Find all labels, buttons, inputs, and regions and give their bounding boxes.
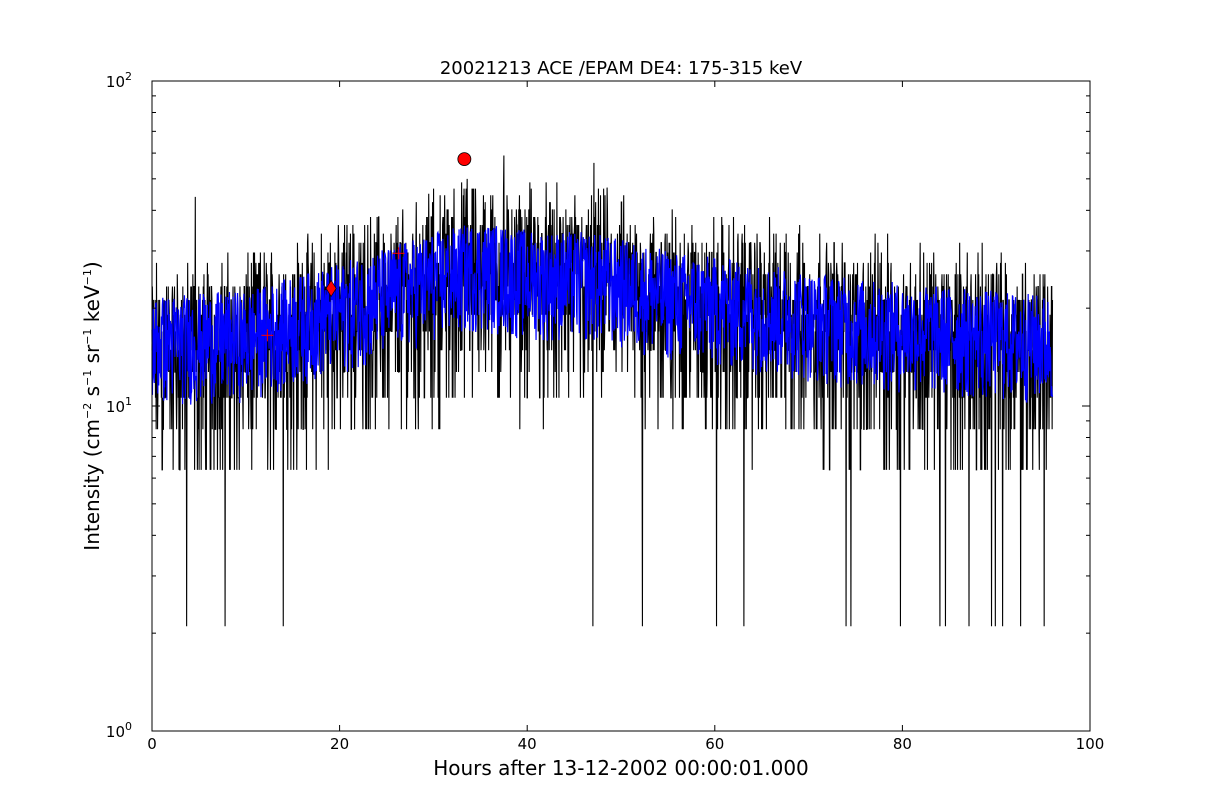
plot-area [151,152,1054,627]
x-tick-label: 20 [330,735,349,753]
raw-series-line [151,155,1054,627]
y-tick-label: 101 [106,395,132,416]
raw-series [151,155,1054,627]
smoothed-series-line [151,225,1054,405]
x-tick-label: 100 [1076,735,1105,753]
y-tick-label: 100 [106,720,132,741]
x-axis-ticks: 0 20 40 60 80 100 [147,81,1104,753]
x-axis-label: Hours after 13-12-2002 00:00:01.000 [433,756,809,780]
x-tick-label: 40 [518,735,537,753]
y-tick-label: 102 [106,70,132,91]
x-tick-label: 0 [147,735,157,753]
circle-marker [457,152,472,167]
markers [261,152,472,342]
x-tick-label: 60 [705,735,724,753]
x-tick-label: 80 [893,735,912,753]
y-axis-ticks: 100 101 102 [106,70,1090,741]
plus-marker [392,247,405,260]
plus-marker [261,329,274,342]
diamond-marker [325,279,337,298]
smoothed-series [151,225,1054,405]
y-axis-label: Intensity (cm−2 s−1 sr−1 keV−1) [80,261,104,550]
chart-title: 20021213 ACE /EPAM DE4: 175-315 keV [440,58,803,79]
